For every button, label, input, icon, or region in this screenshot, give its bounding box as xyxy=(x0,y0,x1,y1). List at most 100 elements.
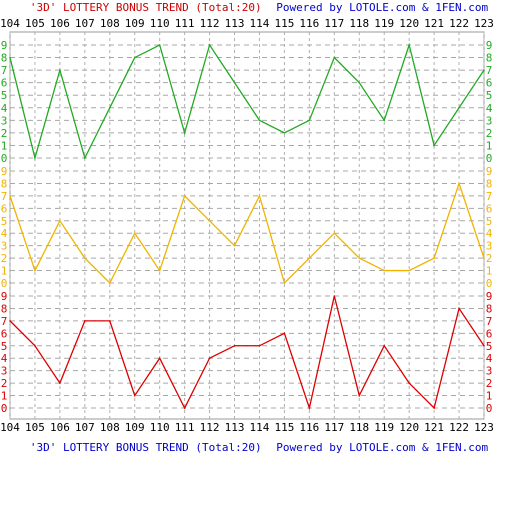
x-tick-label-top: 117 xyxy=(324,17,344,30)
series-line-1 xyxy=(9,42,485,161)
series-1-point xyxy=(458,106,460,109)
series-3-point xyxy=(258,344,261,347)
y-tick-label-left: 5 xyxy=(1,89,8,102)
y-tick-label-left: 8 xyxy=(1,52,8,65)
series-1-point xyxy=(183,132,186,134)
y-tick-label-right: 7 xyxy=(486,190,493,203)
y-tick-label-right: 0 xyxy=(486,402,493,415)
series-2-point xyxy=(133,232,136,235)
series-line-3 xyxy=(9,295,485,411)
y-tick-label-right: 9 xyxy=(486,39,493,52)
series-2-point xyxy=(34,269,36,272)
x-tick-label-bottom: 122 xyxy=(449,421,469,434)
x-tick-label-bottom: 116 xyxy=(299,421,319,434)
series-3-point xyxy=(233,344,236,347)
y-tick-label-right: 8 xyxy=(486,302,493,315)
y-tick-label-left: 6 xyxy=(1,327,8,340)
series-2-point xyxy=(483,257,485,259)
series-2-point xyxy=(458,182,460,185)
x-tick-label-bottom: 106 xyxy=(50,421,70,434)
y-tick-label-right: 3 xyxy=(486,114,493,127)
series-1-point xyxy=(483,69,485,71)
y-tick-label-left: 3 xyxy=(1,240,8,253)
y-tick-label-right: 7 xyxy=(486,315,493,328)
x-tick-label-top: 114 xyxy=(250,17,270,30)
series-3-point xyxy=(84,320,86,322)
grid-layer xyxy=(9,31,485,420)
x-tick-label-bottom: 114 xyxy=(250,421,270,434)
plot-frame xyxy=(9,31,485,420)
series-3-point xyxy=(358,394,361,397)
y-tick-label-left: 7 xyxy=(1,190,8,203)
series-2-point xyxy=(59,219,61,222)
series-3-point xyxy=(59,382,61,384)
y-tick-label-right: 2 xyxy=(486,252,493,265)
y-tick-label-left: 0 xyxy=(1,152,8,165)
series-2-point xyxy=(258,195,261,197)
y-tick-label-left: 7 xyxy=(1,64,8,77)
series-1-point xyxy=(308,119,311,122)
x-tick-label-bottom: 104 xyxy=(0,421,20,434)
x-tick-label-top: 121 xyxy=(424,17,444,30)
series-2-point xyxy=(108,282,111,284)
y-tick-label-right: 3 xyxy=(486,365,493,378)
x-tick-label-bottom: 109 xyxy=(125,421,145,434)
y-tick-label-right: 2 xyxy=(486,377,493,390)
y-tick-label-right: 4 xyxy=(486,352,493,365)
series-3-point xyxy=(108,320,111,322)
x-tick-label-top: 120 xyxy=(399,17,419,30)
x-tick-label-bottom: 121 xyxy=(424,421,444,434)
x-tick-label-bottom: 111 xyxy=(175,421,195,434)
series-1-point xyxy=(84,157,86,159)
y-tick-label-left: 1 xyxy=(1,390,8,403)
x-tick-label-bottom: 123 xyxy=(474,421,494,434)
series-3-point xyxy=(408,382,410,384)
series-3-point xyxy=(383,344,386,347)
x-tick-label-top: 122 xyxy=(449,17,469,30)
series-3-point xyxy=(208,357,211,360)
x-tick-label-top: 111 xyxy=(175,17,195,30)
x-tick-label-bottom: 108 xyxy=(100,421,120,434)
series-2-point xyxy=(233,244,236,247)
y-tick-label-right: 6 xyxy=(486,327,493,340)
y-tick-label-left: 0 xyxy=(1,277,8,290)
x-tick-label-bottom: 119 xyxy=(374,421,394,434)
x-tick-label-top: 113 xyxy=(225,17,245,30)
x-tick-label-bottom: 107 xyxy=(75,421,95,434)
x-tick-label-top: 119 xyxy=(374,17,394,30)
y-tick-label-right: 5 xyxy=(486,215,493,228)
series-2-point xyxy=(333,232,336,235)
y-tick-label-left: 5 xyxy=(1,215,8,228)
series-2-point xyxy=(408,269,410,272)
series-3-point xyxy=(483,344,485,347)
series-3-point xyxy=(133,394,136,397)
series-3-point xyxy=(333,295,336,297)
y-tick-label-right: 0 xyxy=(486,277,493,290)
series-2-point xyxy=(383,269,386,272)
title-bottom-powered: Powered by LOTOLE.com & 1FEN.com xyxy=(276,441,488,454)
y-tick-label-right: 7 xyxy=(486,64,493,77)
x-tick-label-top: 104 xyxy=(0,17,20,30)
y-tick-label-right: 4 xyxy=(486,227,493,240)
y-tick-label-left: 8 xyxy=(1,177,8,190)
series-3-point xyxy=(9,320,11,322)
y-tick-label-left: 6 xyxy=(1,77,8,90)
chart-title-top: '3D' LOTTERY BONUS TREND (Total:20) Powe… xyxy=(30,1,489,14)
chart-title-bottom: '3D' LOTTERY BONUS TREND (Total:20) Powe… xyxy=(30,441,489,454)
y-tick-label-left: 4 xyxy=(1,102,8,115)
series-1-point xyxy=(158,44,161,46)
x-tick-label-top: 110 xyxy=(150,17,170,30)
x-tick-label-top: 106 xyxy=(50,17,70,30)
series-1-point xyxy=(208,44,211,46)
x-tick-label-top: 123 xyxy=(474,17,494,30)
y-tick-label-left: 4 xyxy=(1,352,8,365)
y-tick-label-right: 4 xyxy=(486,102,493,115)
series-2-point xyxy=(183,195,186,197)
y-tick-label-left: 1 xyxy=(1,265,8,278)
x-tick-label-bottom: 117 xyxy=(324,421,344,434)
series-1-point xyxy=(133,56,136,59)
y-tick-label-left: 6 xyxy=(1,202,8,215)
series-1-point xyxy=(383,119,386,122)
